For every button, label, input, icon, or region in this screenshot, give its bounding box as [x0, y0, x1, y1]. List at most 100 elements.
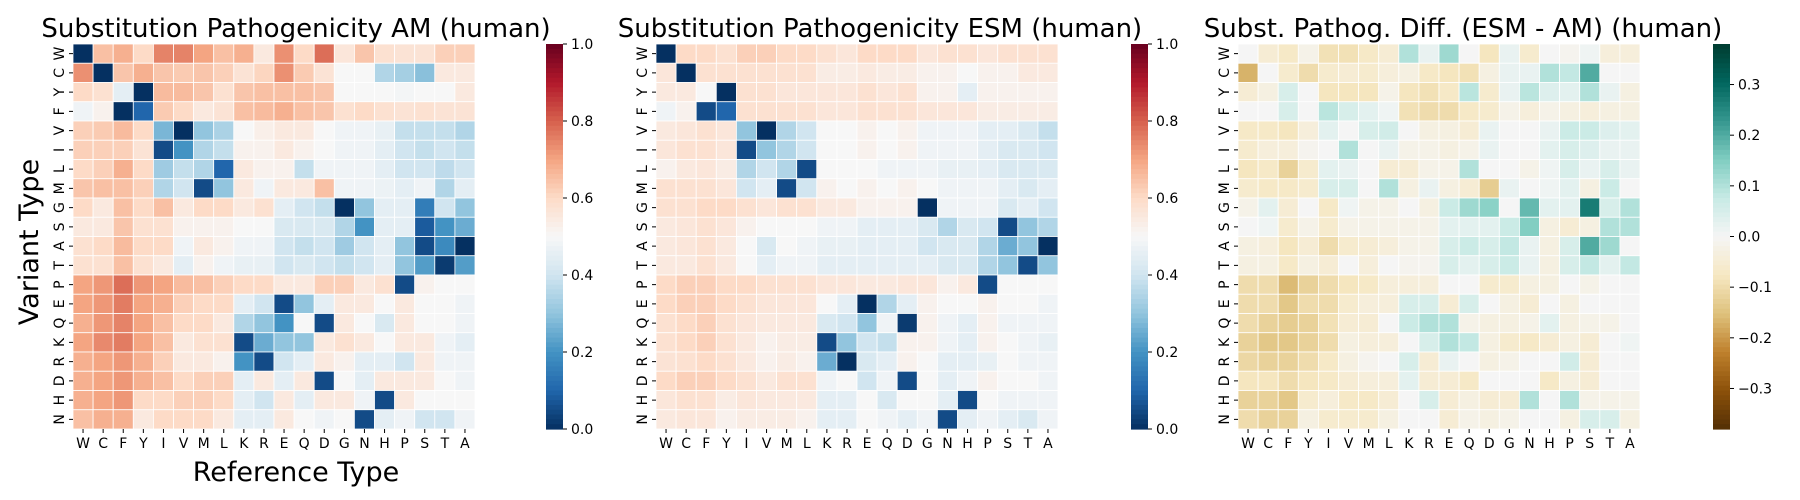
heatmap-cell: [152, 332, 174, 353]
heatmap-cell: [896, 120, 918, 141]
colorbar-segment: [1713, 279, 1730, 286]
heatmap-cell: [876, 101, 898, 122]
colorbar-segment: [546, 48, 563, 55]
heatmap-cell: [333, 255, 355, 276]
colorbar-segment: [1131, 419, 1148, 425]
heatmap-cell: [1378, 390, 1400, 411]
heatmap-cell: [1559, 216, 1581, 237]
heatmap-cell: [997, 101, 1019, 122]
heatmap-cell: [1539, 197, 1561, 218]
colorbar-segment: [1131, 279, 1148, 286]
heatmap-cell: [112, 293, 134, 314]
heatmap-cell: [374, 293, 396, 314]
heatmap-cell: [977, 82, 999, 103]
heatmap-cell: [937, 332, 958, 353]
heatmap-cell: [414, 101, 436, 122]
heatmap-cell: [695, 120, 717, 141]
heatmap-cell: [1539, 370, 1561, 391]
y-tick-label: I: [52, 148, 68, 152]
heatmap-cell: [454, 390, 476, 411]
y-tick-label: K: [635, 337, 651, 347]
heatmap-cell: [72, 409, 94, 430]
heatmap-cell: [1338, 409, 1360, 430]
heatmap-cell: [454, 159, 476, 180]
heatmap-cell: [1277, 351, 1299, 372]
heatmap-cell: [1519, 390, 1540, 411]
heatmap-cell: [132, 120, 154, 141]
heatmap-cell: [253, 159, 275, 180]
heatmap-panels: W C F Y I V M L K R E Q D G N H P S T AWCYFVILMGSATPEQKRDHN…: [52, 37, 1772, 452]
heatmap-cell: [1338, 43, 1360, 64]
heatmap-cell: [937, 120, 958, 141]
heatmap-cell: [796, 370, 818, 391]
heatmap-cell: [152, 370, 174, 391]
colorbar-segment: [1713, 327, 1730, 334]
heatmap-cell: [1579, 62, 1601, 83]
y-tick-label: P: [52, 280, 68, 288]
x-tick-label: W: [1241, 436, 1255, 452]
heatmap-cell: [977, 313, 999, 334]
colorbar-segment: [1131, 169, 1148, 175]
heatmap-cell: [1458, 62, 1480, 83]
colorbar-tick-label: 0.2: [1738, 128, 1760, 144]
colorbar-tick-label: −0.1: [1738, 280, 1772, 296]
heatmap-cell: [72, 351, 94, 372]
x-tick-label: R: [1424, 436, 1434, 452]
heatmap-cell: [1398, 139, 1420, 160]
panel-title-diff: Subst. Pathog. Diff. (ESM - AM) (human): [1204, 14, 1723, 44]
heatmap-cell: [836, 139, 858, 160]
heatmap-cell: [333, 370, 355, 391]
heatmap-cell: [273, 293, 295, 314]
heatmap-cell: [1519, 409, 1540, 430]
heatmap-cell: [796, 197, 818, 218]
heatmap-cell: [816, 101, 838, 122]
colorbar-segment: [1131, 92, 1148, 98]
heatmap-cell: [916, 139, 938, 160]
heatmap-cell: [273, 216, 295, 237]
heatmap-cell: [353, 255, 375, 276]
heatmap-cell: [1277, 293, 1299, 314]
heatmap-cell: [1318, 159, 1339, 180]
heatmap-cell: [1297, 409, 1319, 430]
heatmap-cell: [896, 255, 918, 276]
heatmap-cell: [1519, 101, 1540, 122]
heatmap-cell: [1498, 409, 1520, 430]
heatmap-cell: [293, 390, 315, 411]
heatmap-cell: [374, 274, 396, 295]
heatmap-cell: [796, 216, 818, 237]
heatmap-cell: [997, 274, 1019, 295]
heatmap-cell: [1237, 236, 1259, 257]
colorbar-segment: [1131, 284, 1148, 291]
heatmap-cell: [1318, 409, 1339, 430]
colorbar-segment: [546, 361, 563, 368]
heatmap-cell: [173, 139, 195, 160]
heatmap-cell: [1257, 159, 1279, 180]
heatmap-cell: [1458, 332, 1480, 353]
heatmap-cell: [193, 409, 215, 430]
heatmap-cell: [715, 236, 737, 257]
heatmap-cell: [374, 178, 396, 199]
heatmap-cell: [233, 216, 255, 237]
heatmap-cell: [876, 332, 898, 353]
heatmap-cell: [1358, 139, 1380, 160]
heatmap-cell: [454, 293, 476, 314]
heatmap-cell: [92, 82, 114, 103]
heatmap-cell: [695, 139, 717, 160]
heatmap-cell: [1358, 351, 1380, 372]
heatmap-cell: [1478, 332, 1500, 353]
heatmap-cell: [1237, 351, 1259, 372]
heatmap-cell: [1458, 139, 1480, 160]
heatmap-cell: [856, 255, 878, 276]
heatmap-cell: [1318, 216, 1339, 237]
colorbar-segment: [546, 409, 563, 416]
heatmap-cell: [253, 216, 275, 237]
x-tick-label: F: [119, 436, 127, 452]
colorbar-tick-label: 0.3: [1738, 78, 1760, 94]
heatmap-cell: [776, 390, 798, 411]
heatmap-cell: [132, 332, 154, 353]
heatmap-cell: [695, 255, 717, 276]
colorbar-segment: [1131, 145, 1148, 151]
colorbar-segment: [546, 260, 563, 266]
heatmap-cell: [1539, 409, 1561, 430]
heatmap-cell: [293, 216, 315, 237]
